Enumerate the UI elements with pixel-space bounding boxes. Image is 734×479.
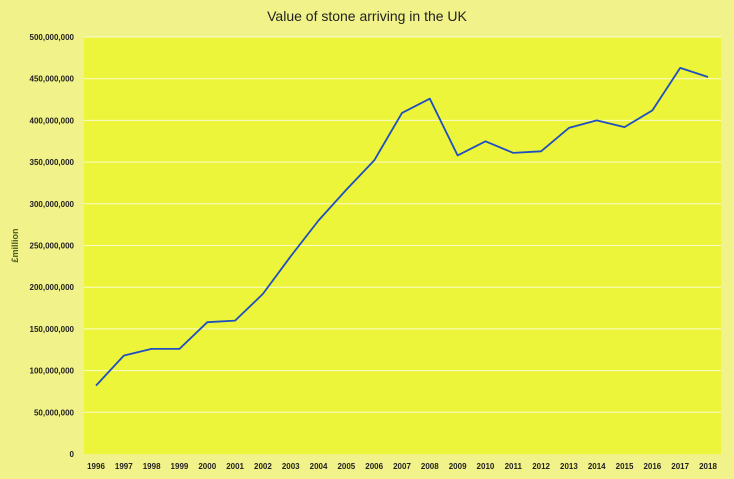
data-point xyxy=(482,138,488,144)
data-point xyxy=(677,65,683,71)
data-point xyxy=(371,157,377,163)
data-point xyxy=(232,318,238,324)
y-tick-label: 0 xyxy=(70,450,75,459)
x-tick-label: 1996 xyxy=(87,462,105,471)
x-tick-label: 2011 xyxy=(505,462,523,471)
x-tick-label: 2007 xyxy=(393,462,411,471)
series-line xyxy=(95,67,709,387)
x-tick-label: 1998 xyxy=(143,462,161,471)
gridlines xyxy=(84,36,721,413)
y-axis-ticks: 0 50,000,000 100,000,000 150,000,000 200,000… xyxy=(30,33,75,459)
x-tick-label: 2000 xyxy=(198,462,216,471)
data-point xyxy=(566,125,572,131)
x-tick-label: 2010 xyxy=(477,462,495,471)
data-point xyxy=(288,253,294,259)
data-point xyxy=(260,291,266,297)
x-tick-label: 2016 xyxy=(643,462,661,471)
y-tick-label: 500,000,000 xyxy=(30,33,75,42)
x-tick-label: 1999 xyxy=(171,462,189,471)
x-tick-label: 2002 xyxy=(254,462,272,471)
data-point xyxy=(427,96,433,102)
x-tick-label: 2005 xyxy=(337,462,355,471)
data-point xyxy=(93,383,99,389)
y-tick-label: 450,000,000 xyxy=(30,75,75,84)
data-point xyxy=(149,346,155,352)
series-layer xyxy=(93,65,711,389)
x-tick-label: 2008 xyxy=(421,462,439,471)
data-point xyxy=(538,148,544,154)
data-point xyxy=(121,353,127,359)
data-point xyxy=(705,74,711,80)
data-point xyxy=(594,117,600,123)
x-tick-label: 2003 xyxy=(282,462,300,471)
y-tick-label: 150,000,000 xyxy=(30,325,75,334)
y-tick-label: 300,000,000 xyxy=(30,200,75,209)
data-point xyxy=(649,107,655,113)
x-tick-label: 2001 xyxy=(226,462,244,471)
chart-title: Value of stone arriving in the UK xyxy=(267,8,467,24)
x-tick-label: 2012 xyxy=(532,462,550,471)
x-tick-label: 2006 xyxy=(365,462,383,471)
x-tick-label: 2015 xyxy=(616,462,634,471)
data-point xyxy=(399,110,405,116)
data-point xyxy=(455,152,461,158)
data-point xyxy=(510,150,516,156)
x-tick-label: 2017 xyxy=(671,462,689,471)
data-point xyxy=(176,346,182,352)
data-point xyxy=(204,319,210,325)
x-tick-label: 2004 xyxy=(310,462,328,471)
x-axis-ticks: 1996 1997 1998 1999 2000 2001 2002 2003 2004 2005… xyxy=(87,462,717,471)
data-point xyxy=(343,187,349,193)
y-tick-label: 100,000,000 xyxy=(30,367,75,376)
x-tick-label: 2013 xyxy=(560,462,578,471)
data-point xyxy=(316,217,322,223)
y-tick-label: 350,000,000 xyxy=(30,158,75,167)
x-tick-label: 1997 xyxy=(115,462,133,471)
data-point xyxy=(622,124,628,130)
y-tick-label: 50,000,000 xyxy=(34,408,75,417)
y-tick-label: 250,000,000 xyxy=(30,242,75,251)
y-axis-label: £million xyxy=(10,228,20,262)
y-tick-label: 400,000,000 xyxy=(30,116,75,125)
x-tick-label: 2014 xyxy=(588,462,606,471)
x-tick-label: 2018 xyxy=(699,462,717,471)
y-tick-label: 200,000,000 xyxy=(30,283,75,292)
x-tick-label: 2009 xyxy=(449,462,467,471)
